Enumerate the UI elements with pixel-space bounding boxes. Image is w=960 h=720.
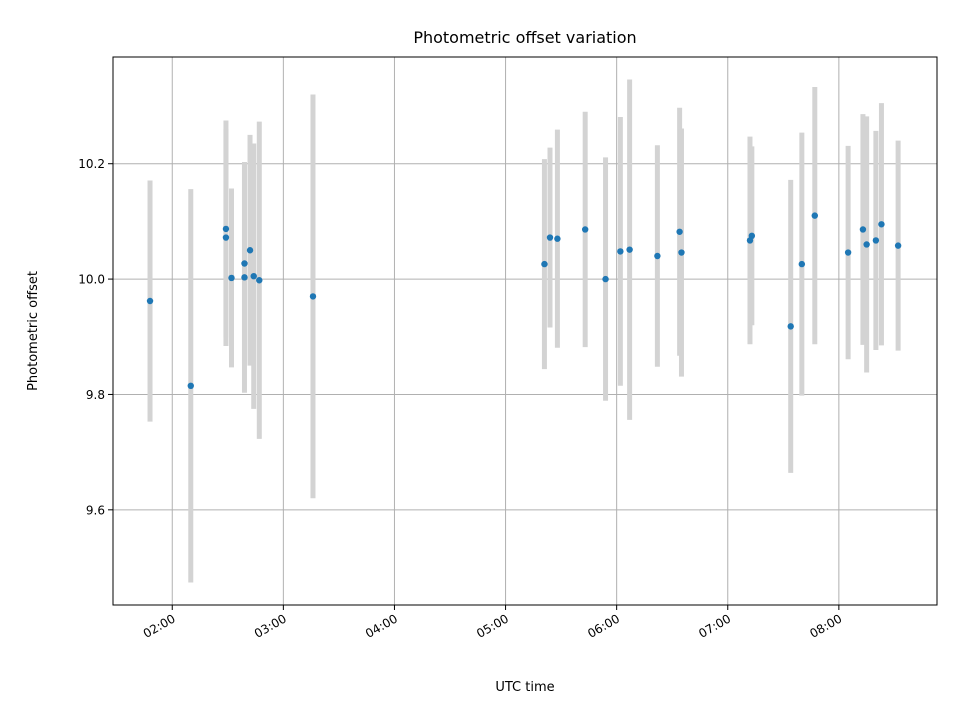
data-point [241,260,248,267]
data-point [250,273,257,280]
data-point [626,246,633,253]
data-point [554,235,561,242]
data-point [187,382,194,389]
data-point [541,260,548,268]
data-point [654,252,661,260]
data-point [678,249,685,256]
data-point [844,249,852,256]
x-axis-label: UTC time [495,680,554,695]
data-point [602,275,609,283]
data-point [256,277,263,284]
data-point [878,221,885,228]
plot-frame [112,56,938,606]
data-point [146,297,154,305]
y-axis-label: Photometric offset [26,271,41,391]
data-point [748,232,756,240]
data-point [546,234,554,241]
data-point [309,293,317,300]
chart-title: Photometric offset variation [413,28,636,47]
data-point [798,260,806,268]
data-point [676,228,683,235]
data-point [222,234,230,241]
data-point [859,226,867,233]
data-point [241,274,248,281]
y-tick-label: 10.0 [78,273,105,287]
y-tick-label: 9.8 [86,388,105,402]
data-point [617,248,624,255]
data-point [894,242,902,249]
data-point [863,241,870,248]
data-point [228,274,235,282]
y-axis-ticks: 9.6 9.8 10.0 10.2 [78,157,113,517]
data-point [872,237,880,244]
data-point [581,226,589,233]
data-point [787,323,794,330]
y-tick-label: 9.6 [86,503,105,517]
data-point [811,212,818,219]
data-point [246,247,254,254]
data-points [146,212,902,389]
data-point [222,225,230,233]
y-tick-label: 10.2 [78,157,105,171]
